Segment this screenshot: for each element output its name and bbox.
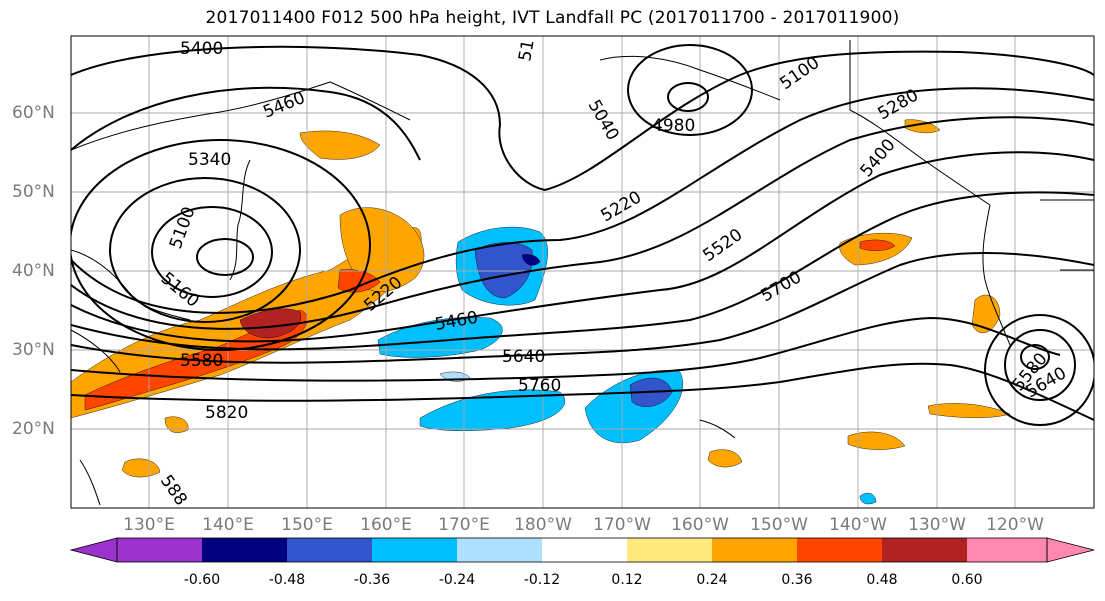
colorbar-tick-label: 0.12: [611, 572, 643, 588]
contour-label: 5400: [180, 39, 223, 59]
map-title: 2017011400 F012 500 hPa height, IVT Land…: [205, 8, 900, 28]
lon-label-150w: 150°W: [750, 515, 808, 535]
lon-label-120w: 120°W: [986, 515, 1044, 535]
colorbar-extend-low: [69, 537, 118, 563]
lon-label-130e: 130°E: [123, 515, 175, 535]
colorbar-tick-label: -0.24: [438, 572, 476, 588]
lat-label-50n: 50°N: [12, 182, 55, 202]
lon-label-180w: 180°W: [514, 515, 572, 535]
colorbar-bin: [372, 538, 457, 562]
lon-label-170e: 170°E: [438, 515, 490, 535]
colorbar-bin: [542, 538, 627, 562]
colorbar-bin: [882, 538, 967, 562]
lon-label-170w: 170°W: [593, 515, 651, 535]
lon-label-160w: 160°W: [671, 515, 729, 535]
colorbar-bin: [967, 538, 1047, 562]
colorbar-tick-label: 0.36: [781, 572, 813, 588]
contour-label: 5820: [205, 403, 248, 423]
contour-label: 51: [515, 38, 538, 63]
lon-label-130w: 130°W: [908, 515, 966, 535]
colorbar-tick-label: -0.60: [183, 572, 221, 588]
colorbar-tick-label: -0.36: [353, 572, 391, 588]
colorbar-tick-label: 0.60: [951, 572, 983, 588]
colorbar-bin: [797, 538, 882, 562]
contour-label: 5340: [188, 150, 231, 170]
colorbar-extend-high: [1046, 537, 1095, 563]
lon-label-150e: 150°E: [281, 515, 333, 535]
contour-label: 4980: [652, 116, 695, 136]
lat-label-60n: 60°N: [12, 103, 55, 123]
lon-label-140e: 140°E: [202, 515, 254, 535]
colorbar-bin: [627, 538, 712, 562]
colorbar-tick-label: 0.24: [696, 572, 728, 588]
lon-label-140w: 140°W: [829, 515, 887, 535]
colorbar-bin: [712, 538, 797, 562]
colorbar-tick-label: 0.48: [866, 572, 898, 588]
height-contours: [71, 44, 1094, 426]
lon-label-160e: 160°E: [360, 515, 412, 535]
colorbar-bin: [202, 538, 287, 562]
contour-label: 5580: [180, 351, 223, 371]
colorbar: [69, 537, 1095, 563]
lat-label-40n: 40°N: [12, 261, 55, 281]
colorbar-bin: [457, 538, 542, 562]
colorbar-tick-label: -0.12: [523, 572, 561, 588]
colorbar-tick-label: -0.48: [268, 572, 306, 588]
colorbar-bin: [287, 538, 372, 562]
contour-label: 5760: [518, 376, 561, 396]
lat-label-30n: 30°N: [12, 340, 55, 360]
lat-label-20n: 20°N: [12, 419, 55, 439]
colorbar-bin: [117, 538, 202, 562]
contour-label: 5640: [502, 347, 545, 367]
